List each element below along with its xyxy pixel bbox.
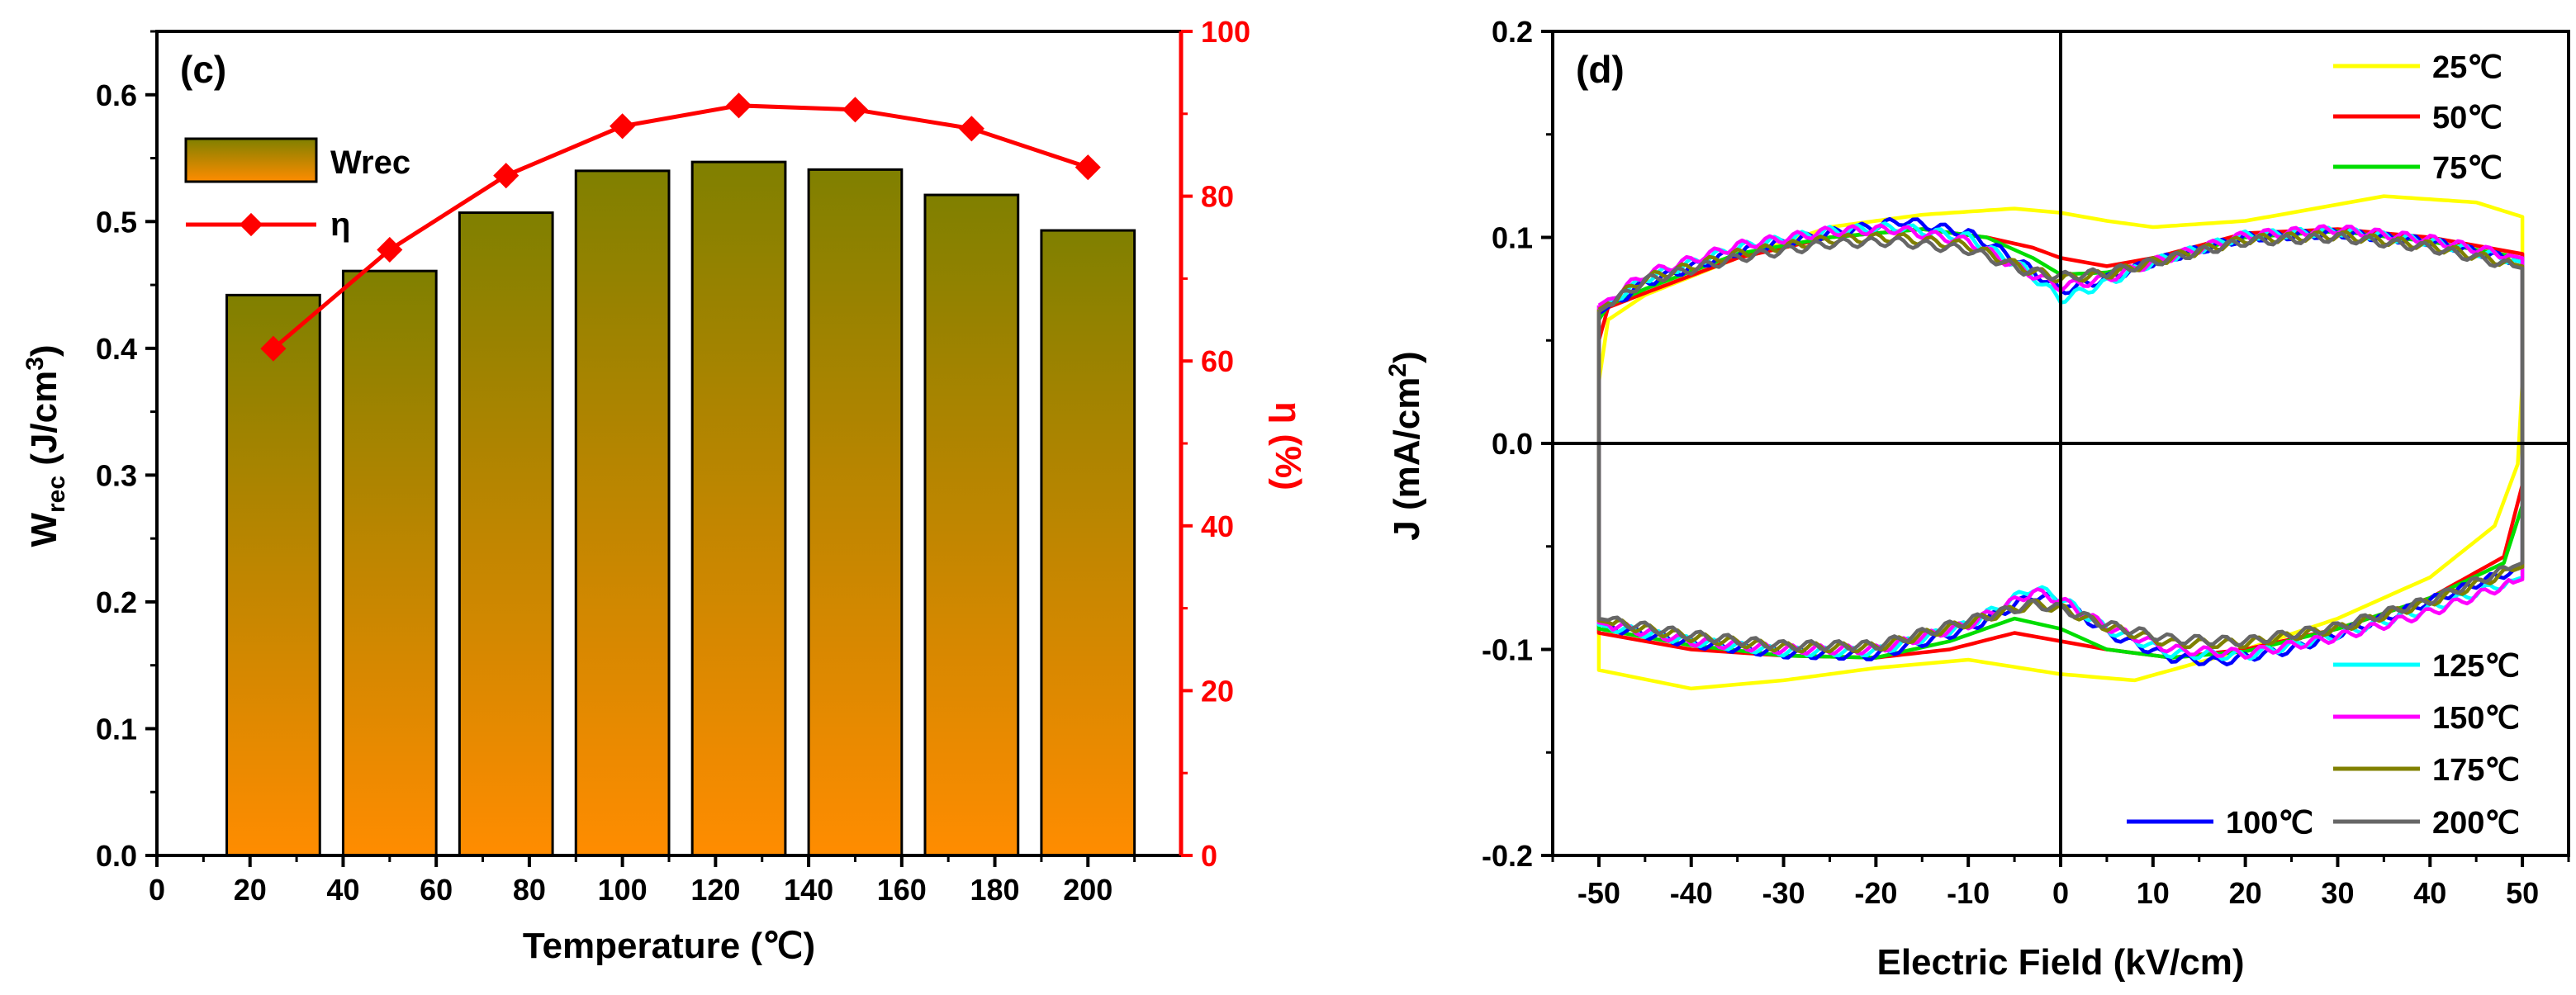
d-x-tick-label: -40 bbox=[1670, 876, 1713, 910]
c-y2-tick-label: 20 bbox=[1201, 674, 1234, 708]
c-y2-tick-label: 40 bbox=[1201, 509, 1234, 543]
d-y-tick-label: 0.2 bbox=[1492, 15, 1533, 49]
eta-point bbox=[842, 97, 869, 123]
d-legend-label: 150℃ bbox=[2432, 701, 2520, 736]
c-y-axis-label-sub: rec bbox=[43, 476, 70, 513]
wrec-bar bbox=[225, 293, 321, 857]
c-x-tick-label: 0 bbox=[149, 873, 165, 907]
c-legend-eta-label: η bbox=[330, 206, 350, 243]
c-y-axis-label-tail: (J/cm bbox=[24, 371, 64, 476]
c-x-tick-label: 100 bbox=[598, 873, 648, 907]
d-legend-label: 50℃ bbox=[2432, 101, 2502, 135]
d-x-tick-label: 50 bbox=[2506, 876, 2539, 910]
d-legend: 25℃ 50℃ 75℃ 125℃ 150℃ 175℃ 100℃ 200℃ bbox=[2127, 50, 2520, 841]
d-y-tick-label: -0.1 bbox=[1482, 633, 1533, 667]
d-x-tick-label: -20 bbox=[1854, 876, 1897, 910]
eta-line bbox=[272, 103, 1089, 351]
d-ticks-layer: -50 -40 -30 -20 -10 0 10 20 30 40 50 -0.2 -0.1 0.0 0.1… bbox=[1482, 15, 2570, 910]
d-x-tick-label: 30 bbox=[2321, 876, 2354, 910]
d-x-axis-label: Electric Field (kV/cm) bbox=[1876, 942, 2244, 983]
c-y-axis-label-main: W bbox=[24, 513, 64, 547]
c-x-tick-label: 80 bbox=[513, 873, 546, 907]
c-y-tick-label: 0.5 bbox=[96, 205, 137, 239]
wrec-bar bbox=[458, 211, 554, 857]
panel-d-line-chart: -50 -40 -30 -20 -10 0 10 20 30 40 50 -0.2 -0.1 0.0 0.1… bbox=[1384, 15, 2570, 983]
wrec-bar bbox=[690, 160, 787, 857]
d-x-tick-label: 10 bbox=[2137, 876, 2170, 910]
c-legend-eta-marker bbox=[239, 212, 263, 237]
c-y-tick-label: 0.2 bbox=[96, 585, 137, 619]
c-y-axis-label-sup: 3 bbox=[21, 357, 49, 371]
c-x-tick-label: 200 bbox=[1063, 873, 1112, 907]
eta-point bbox=[493, 163, 519, 189]
d-legend-label: 25℃ bbox=[2432, 50, 2502, 85]
d-y-tick-label: 0.0 bbox=[1492, 427, 1533, 461]
eta-point bbox=[610, 113, 636, 140]
d-curves-layer bbox=[1596, 194, 2525, 691]
c-x-tick-label: 20 bbox=[234, 873, 267, 907]
d-legend-label: 175℃ bbox=[2432, 753, 2520, 788]
c-panel-label: (c) bbox=[180, 48, 226, 91]
c-x-tick-label: 60 bbox=[420, 873, 453, 907]
d-x-tick-label: 0 bbox=[2052, 876, 2069, 910]
c-y2-tick-label: 60 bbox=[1201, 344, 1234, 378]
eta-point bbox=[260, 335, 287, 362]
d-y-tick-label: 0.1 bbox=[1492, 221, 1533, 255]
c-y-tick-label: 0.3 bbox=[96, 458, 137, 492]
c-x-tick-label: 180 bbox=[970, 873, 1020, 907]
wrec-bar bbox=[1040, 229, 1136, 857]
wrec-bar bbox=[923, 193, 1020, 857]
d-x-tick-label: 40 bbox=[2413, 876, 2446, 910]
eta-point bbox=[1075, 154, 1101, 181]
c-x-tick-label: 120 bbox=[690, 873, 740, 907]
d-panel-label: (d) bbox=[1576, 48, 1625, 91]
c-x-tick-label: 140 bbox=[784, 873, 833, 907]
d-y-axis-label-main: J (mA/cm bbox=[1387, 377, 1427, 541]
c-x-axis-label: Temperature (℃) bbox=[523, 926, 815, 966]
c-x-tick-label: 160 bbox=[877, 873, 927, 907]
d-x-tick-label: 20 bbox=[2229, 876, 2262, 910]
c-y-tick-label: 0.1 bbox=[96, 712, 137, 746]
c-legend-wrec-swatch bbox=[184, 137, 318, 183]
d-y-tick-label: -0.2 bbox=[1482, 839, 1533, 873]
d-x-tick-label: -30 bbox=[1762, 876, 1805, 910]
c-y2-axis-label: η (%) bbox=[1268, 401, 1308, 490]
c-ticks-layer: 0 20 40 60 80 100 120 140 160 180 2000.00.10.20.30… bbox=[96, 15, 1250, 907]
c-y2-tick-label: 100 bbox=[1201, 15, 1250, 49]
c-y-axis-label: Wrec (J/cm3) bbox=[21, 344, 70, 547]
c-legend-wrec-label: Wrec bbox=[330, 145, 410, 181]
eta-point bbox=[725, 92, 752, 119]
d-y-axis-label: J (mA/cm2) bbox=[1384, 351, 1427, 540]
d-legend-label: 75℃ bbox=[2432, 151, 2502, 186]
d-x-tick-label: -10 bbox=[1947, 876, 1990, 910]
c-legend: Wrec η bbox=[184, 137, 410, 243]
eta-point bbox=[958, 116, 984, 142]
d-legend-label: 125℃ bbox=[2432, 649, 2520, 684]
wrec-bar bbox=[341, 269, 438, 857]
d-legend-label: 200℃ bbox=[2432, 806, 2520, 841]
c-y-tick-label: 0.4 bbox=[96, 332, 137, 366]
c-y2-tick-label: 80 bbox=[1201, 180, 1234, 214]
c-y2-tick-label: 0 bbox=[1201, 839, 1217, 873]
wrec-bar bbox=[574, 169, 671, 857]
d-legend-label: 100℃ bbox=[2226, 806, 2313, 841]
c-y-tick-label: 0.6 bbox=[96, 78, 137, 112]
eta-point bbox=[377, 236, 403, 263]
c-y-axis-label-close: ) bbox=[24, 344, 64, 357]
panel-c-bar-chart: 0 20 40 60 80 100 120 140 160 180 2000.00.10.20.30… bbox=[21, 15, 1308, 966]
c-x-tick-label: 40 bbox=[326, 873, 359, 907]
wrec-bar bbox=[807, 168, 904, 857]
je-loop-curve bbox=[1596, 231, 2525, 652]
c-y-tick-label: 0.0 bbox=[96, 839, 137, 873]
c-bars-layer bbox=[225, 160, 1136, 857]
d-x-tick-label: -50 bbox=[1577, 876, 1620, 910]
d-y-axis-label-close: ) bbox=[1387, 351, 1427, 363]
d-y-axis-label-sup: 2 bbox=[1384, 363, 1411, 377]
